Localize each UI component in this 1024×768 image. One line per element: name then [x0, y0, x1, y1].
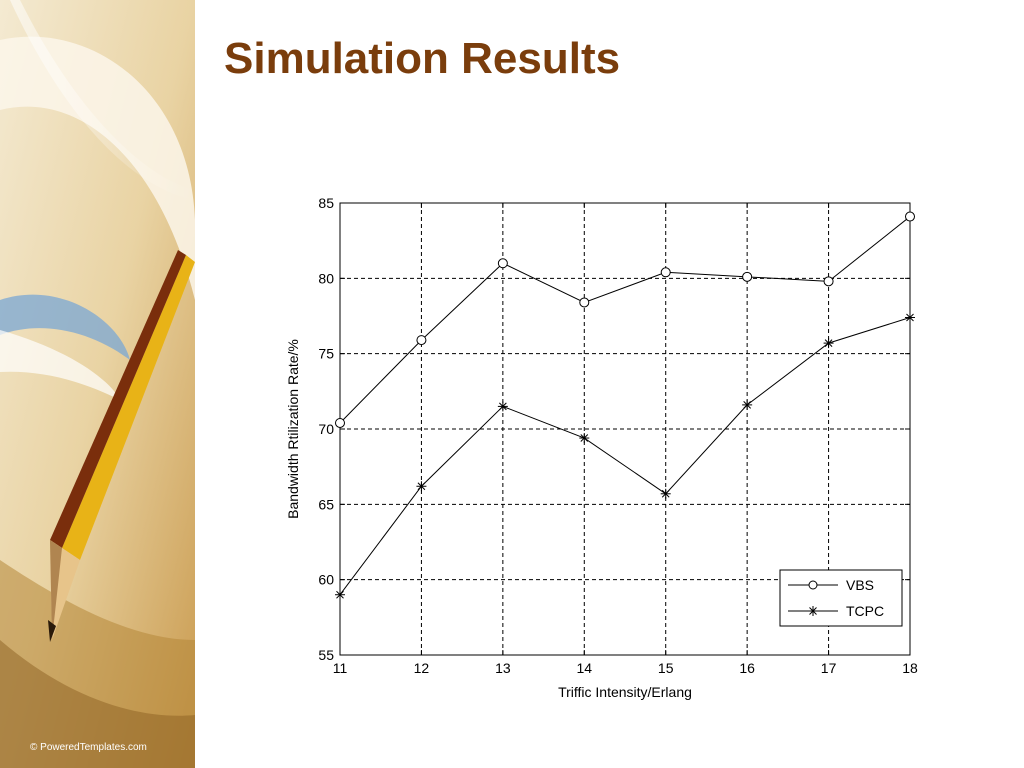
data-point-tcpc — [497, 401, 508, 412]
y-tick-label: 85 — [318, 195, 334, 211]
x-tick-label: 14 — [576, 660, 592, 676]
legend-marker-vbs — [808, 580, 818, 590]
x-tick-label: 11 — [333, 660, 348, 676]
decorative-sidebar — [0, 0, 195, 768]
slide-title: Simulation Results — [224, 34, 621, 83]
pencil-illustration — [0, 0, 195, 768]
data-point-vbs — [416, 335, 427, 346]
legend-label-tcpc: TCPC — [846, 603, 884, 619]
y-tick-label: 60 — [318, 572, 334, 588]
data-point-vbs — [497, 258, 508, 269]
data-point-vbs — [905, 211, 915, 222]
line-chart: 11 12 13 14 15 16 17 18 55 60 65 70 75 80 85 Bandwidth… — [285, 195, 918, 700]
data-point-tcpc — [905, 312, 915, 323]
data-point-vbs — [823, 276, 834, 287]
legend-box — [779, 569, 903, 627]
data-point-vbs — [742, 271, 753, 282]
data-point-vbs — [579, 297, 590, 308]
y-tick-label: 75 — [318, 346, 334, 362]
legend-marker-tcpc — [808, 606, 818, 616]
series-line-vbs — [339, 216, 911, 424]
x-tick-label: 17 — [821, 660, 837, 676]
data-point-vbs — [660, 267, 671, 278]
data-point-tcpc — [660, 488, 671, 499]
x-tick-label: 13 — [495, 660, 511, 676]
y-axis-label: Bandwidth Rtilization Rate/% — [285, 339, 301, 519]
template-credit: © PoweredTemplates.com — [30, 742, 147, 753]
y-tick-label: 70 — [318, 421, 334, 437]
x-axis-label: Triffic Intensity/Erlang — [558, 684, 692, 700]
y-tick-label: 55 — [318, 647, 334, 663]
y-tick-label: 80 — [318, 270, 334, 286]
chart-legend: VBS TCPC — [779, 569, 903, 627]
data-point-tcpc — [823, 338, 834, 349]
x-tick-label: 15 — [658, 660, 674, 676]
data-point-tcpc — [416, 481, 427, 492]
data-point-tcpc — [335, 589, 345, 600]
legend-label-vbs: VBS — [846, 577, 874, 593]
data-point-tcpc — [579, 433, 590, 444]
x-tick-label: 12 — [414, 660, 430, 676]
legend-star-tcpc — [808, 606, 818, 616]
x-tick-label: 18 — [902, 660, 918, 676]
data-point-tcpc — [742, 399, 753, 410]
x-tick-label: 16 — [739, 660, 755, 676]
series-line-tcpc — [339, 317, 911, 596]
y-tick-label: 65 — [318, 496, 334, 512]
data-point-vbs — [335, 417, 345, 428]
